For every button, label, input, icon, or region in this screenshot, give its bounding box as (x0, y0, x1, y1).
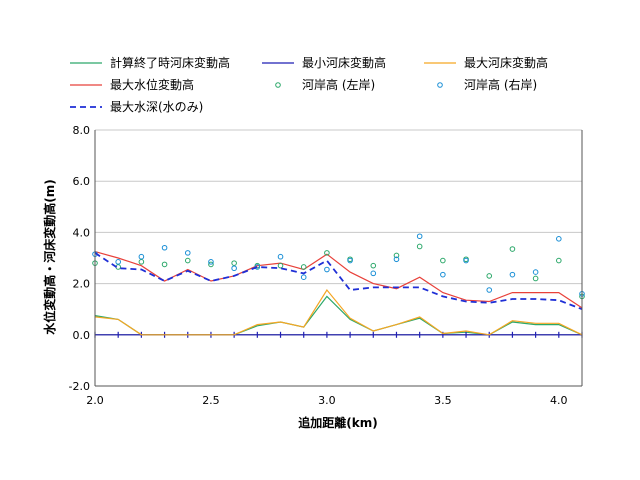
legend-item-6-label: 最大水深(水のみ) (110, 100, 203, 114)
series-2-line (94, 288, 583, 336)
series-5-point (463, 257, 469, 264)
series-4-point (532, 275, 539, 282)
series-5-point (370, 270, 377, 277)
plot-area (92, 233, 585, 338)
series-5-point (486, 287, 493, 293)
series-5-point (556, 236, 562, 242)
series-4-point (509, 246, 516, 252)
x-tick-label: 2.0 (86, 394, 104, 407)
series-5-point (277, 253, 284, 260)
series-4-point (184, 257, 191, 264)
y-tick-label: 6.0 (73, 175, 91, 188)
x-tick-label: 3.0 (318, 394, 336, 407)
y-tick-label: 0.0 (73, 329, 91, 342)
series-4-point (231, 260, 237, 266)
legend-item-2-label: 最大河床変動高 (464, 55, 548, 70)
y-tick-label: 8.0 (73, 124, 91, 137)
series-5-point (300, 274, 307, 281)
series-5-point (509, 271, 516, 278)
series-5-point (115, 259, 121, 265)
series-5-point (208, 259, 214, 265)
legend-item-3-label: 最大水位変動高 (110, 77, 194, 92)
legend-item-4-marker (275, 82, 281, 88)
legend-item-5-marker (437, 82, 443, 88)
legend-item-1-label: 最小河床変動高 (302, 55, 386, 70)
series-3-line (94, 251, 583, 309)
series-6-line (94, 252, 583, 311)
legend-item-5-label: 河岸高 (右岸) (464, 77, 537, 92)
series-4-point (556, 257, 562, 264)
axes: -2.0 0.0 2.0 4.0 6.0 8.0 2.0 2.5 3.0 3.5 4.0 (69, 124, 583, 407)
series-5-point (184, 250, 191, 256)
legend-item-0-label: 計算終了時河床変動高 (110, 55, 230, 70)
x-tick-label: 3.5 (434, 394, 452, 407)
series-5-point (440, 271, 446, 278)
series-5-point (231, 265, 237, 272)
series-0-line (94, 295, 583, 336)
series-5-point (393, 256, 400, 263)
series-4-point (138, 259, 145, 265)
series-5-point (138, 253, 145, 260)
series-4-point (208, 261, 214, 268)
series-4-point (370, 262, 377, 269)
legend-item-4-label: 河岸高 (左岸) (302, 77, 375, 92)
series-4-point (300, 264, 307, 270)
x-tick-label: 4.0 (550, 394, 568, 407)
y-tick-label: 2.0 (73, 278, 91, 291)
series-4-point (277, 262, 284, 269)
x-tick-label: 2.5 (202, 394, 220, 407)
series-5-point (416, 233, 423, 240)
series-4-point (440, 257, 446, 264)
series-4-point (161, 261, 168, 268)
y-tick-label: 4.0 (73, 226, 91, 239)
x-axis-label: 追加距離(km) (298, 415, 377, 430)
y-tick-label: -2.0 (69, 380, 90, 393)
series-4-point (416, 243, 423, 250)
series-4-point (324, 250, 330, 256)
y-axis-label: 水位変動高・河床変動高(m) (42, 179, 57, 334)
series-4-point (486, 273, 493, 279)
series-5-point (161, 244, 168, 251)
series-5-point (347, 257, 353, 264)
series-5-point (532, 269, 539, 275)
series-4-point (393, 252, 400, 259)
series-5-point (324, 266, 330, 273)
